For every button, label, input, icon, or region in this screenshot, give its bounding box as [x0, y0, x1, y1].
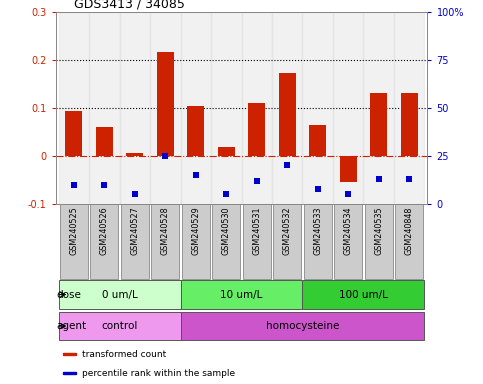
Point [161, 153, 169, 159]
Bar [157, 52, 174, 156]
Text: 10 um/L: 10 um/L [220, 290, 263, 300]
Bar [150, 12, 181, 204]
FancyBboxPatch shape [304, 204, 332, 279]
Bar [340, 156, 356, 182]
Bar [333, 12, 363, 204]
Bar [401, 93, 417, 156]
Bar [63, 353, 76, 355]
FancyBboxPatch shape [243, 204, 271, 279]
Bar [272, 12, 302, 204]
Bar [127, 153, 143, 156]
FancyBboxPatch shape [302, 280, 425, 309]
Point [284, 162, 291, 169]
Bar [211, 12, 242, 204]
Point [192, 172, 199, 178]
Bar [66, 111, 82, 156]
FancyBboxPatch shape [58, 280, 181, 309]
Bar [218, 147, 235, 156]
FancyBboxPatch shape [60, 204, 88, 279]
FancyBboxPatch shape [181, 312, 425, 340]
Bar [279, 73, 296, 156]
FancyBboxPatch shape [365, 204, 393, 279]
Text: GSM240528: GSM240528 [161, 206, 170, 255]
Bar [187, 106, 204, 156]
Bar [309, 124, 326, 156]
Point [70, 182, 78, 188]
Text: GSM240532: GSM240532 [283, 206, 292, 255]
Bar [63, 372, 76, 374]
Bar [181, 12, 211, 204]
Text: GSM240534: GSM240534 [344, 206, 353, 255]
Text: GSM240529: GSM240529 [191, 206, 200, 255]
Text: GSM240531: GSM240531 [252, 206, 261, 255]
FancyBboxPatch shape [151, 204, 179, 279]
FancyBboxPatch shape [181, 280, 302, 309]
Text: 100 um/L: 100 um/L [339, 290, 388, 300]
Bar [363, 12, 394, 204]
FancyBboxPatch shape [90, 204, 118, 279]
Text: GSM240848: GSM240848 [405, 206, 413, 255]
Text: percentile rank within the sample: percentile rank within the sample [82, 369, 235, 378]
Text: GDS3413 / 34085: GDS3413 / 34085 [74, 0, 185, 10]
Text: homocysteine: homocysteine [266, 321, 339, 331]
Text: GSM240525: GSM240525 [70, 206, 78, 255]
FancyBboxPatch shape [395, 204, 423, 279]
Text: dose: dose [56, 290, 81, 300]
Text: GSM240535: GSM240535 [374, 206, 383, 255]
Point [405, 176, 413, 182]
Point [222, 191, 230, 197]
Bar [96, 127, 113, 156]
Bar [394, 12, 425, 204]
Text: GSM240530: GSM240530 [222, 206, 231, 255]
Text: GSM240526: GSM240526 [100, 206, 109, 255]
Point [100, 182, 108, 188]
Text: agent: agent [56, 321, 86, 331]
FancyBboxPatch shape [121, 204, 149, 279]
Text: 0 um/L: 0 um/L [102, 290, 138, 300]
FancyBboxPatch shape [182, 204, 210, 279]
Bar [120, 12, 150, 204]
Text: GSM240533: GSM240533 [313, 206, 322, 255]
Text: transformed count: transformed count [82, 349, 166, 359]
Bar [248, 103, 265, 156]
FancyBboxPatch shape [212, 204, 240, 279]
Bar [302, 12, 333, 204]
FancyBboxPatch shape [273, 204, 301, 279]
FancyBboxPatch shape [334, 204, 362, 279]
Text: GSM240527: GSM240527 [130, 206, 139, 255]
Bar [370, 93, 387, 156]
Point [344, 191, 352, 197]
FancyBboxPatch shape [58, 312, 181, 340]
Bar [89, 12, 120, 204]
Point [253, 178, 261, 184]
Bar [58, 12, 89, 204]
Bar [242, 12, 272, 204]
Point [131, 191, 139, 197]
Point [314, 185, 322, 192]
Text: control: control [101, 321, 138, 331]
Point [375, 176, 383, 182]
